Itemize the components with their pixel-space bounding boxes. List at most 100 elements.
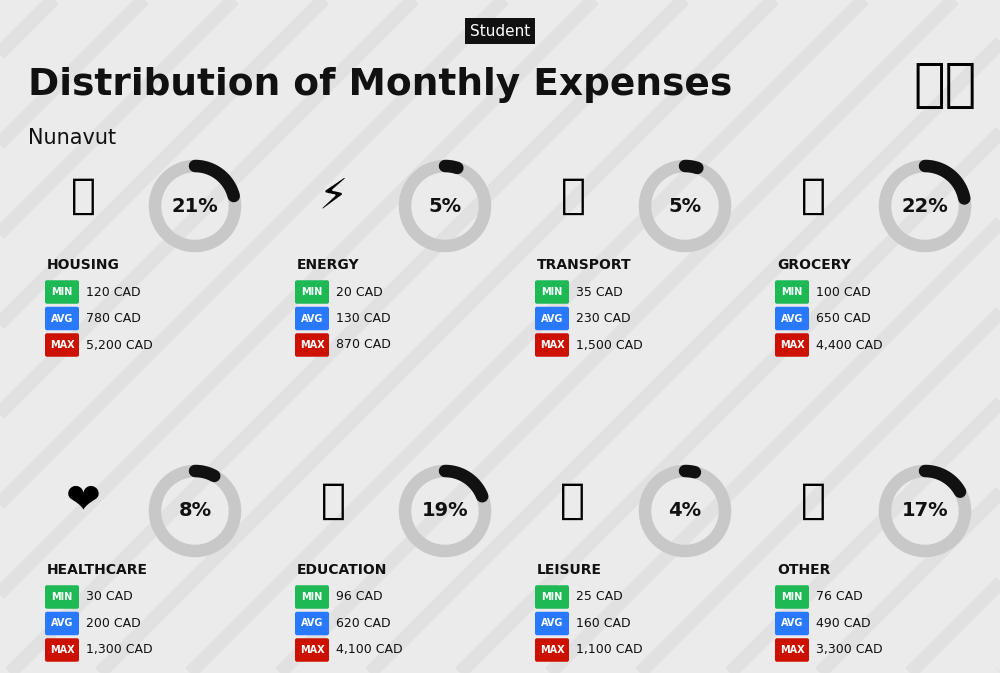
Text: MIN: MIN [541, 592, 563, 602]
Text: 🏢: 🏢 [70, 175, 96, 217]
Text: HOUSING: HOUSING [47, 258, 120, 272]
Text: AVG: AVG [541, 314, 563, 324]
Text: ❤️: ❤️ [66, 480, 100, 522]
FancyBboxPatch shape [45, 307, 79, 330]
FancyBboxPatch shape [45, 586, 79, 609]
FancyBboxPatch shape [535, 586, 569, 609]
Text: 4,100 CAD: 4,100 CAD [336, 643, 403, 656]
Text: 21%: 21% [172, 197, 218, 215]
Text: 4,400 CAD: 4,400 CAD [816, 339, 883, 351]
Text: MIN: MIN [51, 287, 73, 297]
Text: 130 CAD: 130 CAD [336, 312, 391, 325]
Text: MIN: MIN [301, 592, 323, 602]
FancyBboxPatch shape [295, 612, 329, 635]
Text: 96 CAD: 96 CAD [336, 590, 383, 604]
Text: 620 CAD: 620 CAD [336, 617, 391, 630]
FancyBboxPatch shape [295, 333, 329, 357]
Text: 5%: 5% [668, 197, 702, 215]
Text: EDUCATION: EDUCATION [297, 563, 387, 577]
FancyBboxPatch shape [295, 280, 329, 304]
Text: 5%: 5% [428, 197, 462, 215]
Text: 💰: 💰 [801, 480, 826, 522]
Text: 120 CAD: 120 CAD [86, 285, 141, 299]
Text: AVG: AVG [781, 314, 803, 324]
Text: 17%: 17% [902, 501, 948, 520]
Text: TRANSPORT: TRANSPORT [537, 258, 632, 272]
FancyBboxPatch shape [295, 638, 329, 662]
FancyBboxPatch shape [775, 612, 809, 635]
Text: HEALTHCARE: HEALTHCARE [47, 563, 148, 577]
Text: MAX: MAX [300, 645, 324, 655]
Text: 🛒: 🛒 [801, 175, 826, 217]
Text: 490 CAD: 490 CAD [816, 617, 871, 630]
Text: MAX: MAX [300, 340, 324, 350]
Text: 780 CAD: 780 CAD [86, 312, 141, 325]
Text: MAX: MAX [780, 645, 804, 655]
Text: OTHER: OTHER [777, 563, 830, 577]
FancyBboxPatch shape [775, 333, 809, 357]
Text: 100 CAD: 100 CAD [816, 285, 871, 299]
Text: MIN: MIN [51, 592, 73, 602]
Text: 1,300 CAD: 1,300 CAD [86, 643, 153, 656]
Text: GROCERY: GROCERY [777, 258, 851, 272]
Text: MIN: MIN [781, 592, 803, 602]
Text: 🎓: 🎓 [320, 480, 346, 522]
FancyBboxPatch shape [295, 586, 329, 609]
Text: AVG: AVG [541, 618, 563, 629]
Text: Distribution of Monthly Expenses: Distribution of Monthly Expenses [28, 67, 732, 103]
Text: AVG: AVG [301, 618, 323, 629]
Text: AVG: AVG [781, 618, 803, 629]
FancyBboxPatch shape [295, 307, 329, 330]
Text: MIN: MIN [781, 287, 803, 297]
Text: MAX: MAX [540, 645, 564, 655]
FancyBboxPatch shape [45, 333, 79, 357]
Text: 76 CAD: 76 CAD [816, 590, 863, 604]
Text: MAX: MAX [540, 340, 564, 350]
Text: 🇨🇦: 🇨🇦 [913, 59, 977, 111]
FancyBboxPatch shape [775, 586, 809, 609]
Text: 1,100 CAD: 1,100 CAD [576, 643, 643, 656]
Text: LEISURE: LEISURE [537, 563, 602, 577]
Text: 20 CAD: 20 CAD [336, 285, 383, 299]
Text: ⚡: ⚡ [318, 175, 348, 217]
Text: AVG: AVG [51, 314, 73, 324]
FancyBboxPatch shape [45, 280, 79, 304]
Text: MAX: MAX [780, 340, 804, 350]
Text: ENERGY: ENERGY [297, 258, 360, 272]
Text: 30 CAD: 30 CAD [86, 590, 133, 604]
FancyBboxPatch shape [45, 612, 79, 635]
Text: 25 CAD: 25 CAD [576, 590, 623, 604]
Text: MAX: MAX [50, 340, 74, 350]
Text: 160 CAD: 160 CAD [576, 617, 631, 630]
Text: 8%: 8% [178, 501, 212, 520]
FancyBboxPatch shape [535, 280, 569, 304]
FancyBboxPatch shape [535, 307, 569, 330]
Text: 870 CAD: 870 CAD [336, 339, 391, 351]
Text: 4%: 4% [668, 501, 702, 520]
Text: 🛍️: 🛍️ [560, 480, 586, 522]
Text: 3,300 CAD: 3,300 CAD [816, 643, 883, 656]
Text: 5,200 CAD: 5,200 CAD [86, 339, 153, 351]
Text: 230 CAD: 230 CAD [576, 312, 631, 325]
Text: MAX: MAX [50, 645, 74, 655]
Text: MIN: MIN [541, 287, 563, 297]
FancyBboxPatch shape [535, 612, 569, 635]
Text: AVG: AVG [51, 618, 73, 629]
Text: MIN: MIN [301, 287, 323, 297]
Text: 650 CAD: 650 CAD [816, 312, 871, 325]
Text: Student: Student [470, 24, 530, 38]
Text: 22%: 22% [902, 197, 948, 215]
FancyBboxPatch shape [775, 638, 809, 662]
Text: 🚌: 🚌 [560, 175, 586, 217]
Text: 1,500 CAD: 1,500 CAD [576, 339, 643, 351]
Text: AVG: AVG [301, 314, 323, 324]
FancyBboxPatch shape [535, 638, 569, 662]
FancyBboxPatch shape [775, 307, 809, 330]
FancyBboxPatch shape [775, 280, 809, 304]
Text: 200 CAD: 200 CAD [86, 617, 141, 630]
Text: Nunavut: Nunavut [28, 128, 116, 148]
FancyBboxPatch shape [45, 638, 79, 662]
Text: 19%: 19% [422, 501, 468, 520]
Text: 35 CAD: 35 CAD [576, 285, 623, 299]
FancyBboxPatch shape [535, 333, 569, 357]
